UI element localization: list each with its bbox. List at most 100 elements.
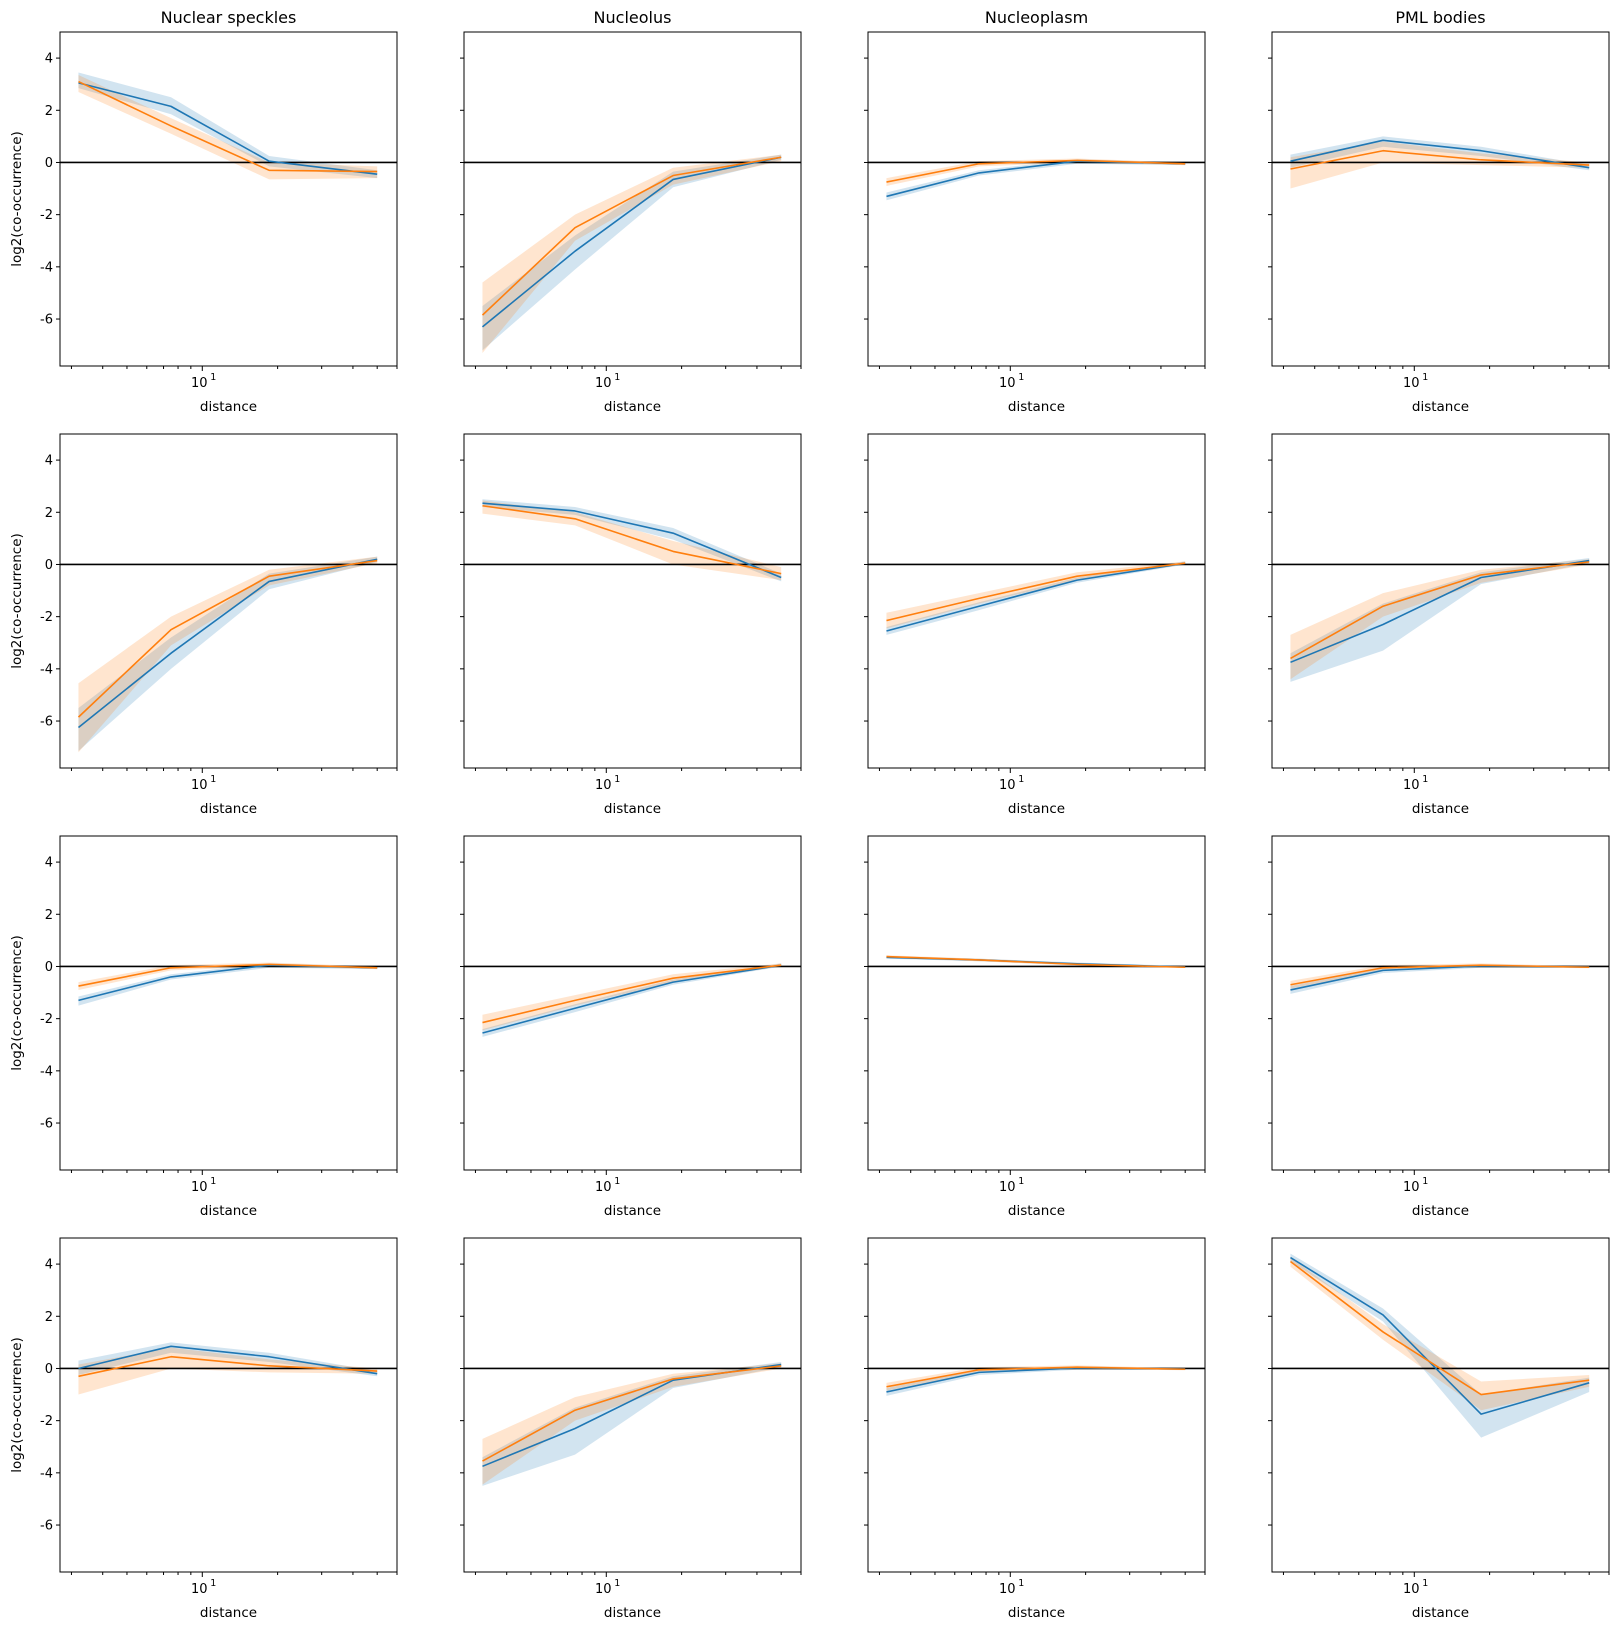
x-tick-label: 10 [191, 778, 208, 793]
axes-frame [867, 1237, 1206, 1573]
plot-area [60, 556, 397, 753]
band-orange [1290, 141, 1590, 189]
axes-frame [463, 31, 802, 367]
x-tick-label: 10 [999, 1180, 1016, 1195]
band-orange [886, 158, 1186, 186]
y-tick-label: 2 [45, 104, 53, 119]
x-tick-label-exponent: 1 [1018, 372, 1024, 383]
x-axis-label: distance [604, 1605, 661, 1621]
subplot-r1-c0: -6 -4 -2 0 2 4 10 1 distance log2(co-occurrence) [9, 433, 398, 817]
subplot-r2-c2: 10 1 distance [864, 835, 1206, 1219]
subplot-r3-c0: -6 -4 -2 0 2 4 10 1 distance log2(co-occurrence) [9, 1237, 398, 1621]
band-orange [482, 1363, 782, 1485]
axes-frame [867, 31, 1206, 367]
x-axis-label: distance [1412, 1203, 1469, 1219]
band-orange [78, 75, 378, 180]
y-tick-label: 4 [45, 1258, 53, 1273]
series-line-blue [482, 502, 782, 579]
y-axis-label: log2(co-occurrence) [9, 533, 25, 669]
subplot-r1-c2: 10 1 distance [864, 433, 1206, 817]
y-tick-label: 2 [45, 1310, 53, 1325]
band-blue [78, 72, 378, 179]
band-orange [78, 1347, 378, 1395]
subplot-r1-c1: 10 1 distance [460, 433, 802, 817]
axes-frame [1271, 835, 1610, 1171]
x-tick-label: 10 [595, 376, 612, 391]
series-line-orange [482, 964, 782, 1024]
subplot-r2-c0: -6 -4 -2 0 2 4 10 1 distance log2(co-occurrence) [9, 835, 398, 1219]
axes-frame [59, 835, 398, 1171]
series-line-orange [1290, 561, 1590, 660]
band-orange [1290, 559, 1590, 680]
x-tick-label-exponent: 1 [1018, 1578, 1024, 1589]
series-line-orange [78, 963, 378, 987]
x-axis-label: distance [1412, 801, 1469, 817]
subplot-title: PML bodies [1395, 8, 1485, 27]
y-tick-label: -4 [40, 1466, 53, 1481]
axes-frame [463, 433, 802, 769]
plot-area [868, 158, 1205, 201]
series-line-blue [1290, 139, 1590, 169]
x-axis-label: distance [200, 1203, 257, 1219]
plot-area [464, 1361, 801, 1486]
y-axis-label: log2(co-occurrence) [9, 935, 25, 1071]
x-tick-label-exponent: 1 [614, 372, 620, 383]
series-line-blue [482, 964, 782, 1034]
band-blue [482, 1361, 782, 1486]
axes-frame [59, 31, 398, 367]
x-tick-label: 10 [999, 376, 1016, 391]
band-orange [78, 556, 378, 753]
x-tick-label-exponent: 1 [210, 774, 216, 785]
x-tick-label: 10 [999, 778, 1016, 793]
y-tick-label: 0 [45, 960, 53, 975]
y-tick-label: -4 [40, 260, 53, 275]
x-axis-label: distance [604, 399, 661, 415]
x-axis-label: distance [1412, 399, 1469, 415]
band-blue [886, 561, 1186, 635]
y-tick-label: 0 [45, 156, 53, 171]
axes-frame [59, 433, 398, 769]
y-axis-label: log2(co-occurrence) [9, 131, 25, 267]
y-tick-label: 4 [45, 856, 53, 871]
subplot-r0-c0: -6 -4 -2 0 2 4 10 1 distance log2(co-occurrence) N… [9, 8, 398, 415]
subplot-r1-c3: 10 1 distance [1268, 433, 1610, 817]
plot-area [868, 955, 1205, 969]
subplot-title: Nucleoplasm [985, 8, 1088, 27]
series-line-orange [886, 955, 1186, 969]
x-tick-label-exponent: 1 [614, 1578, 620, 1589]
x-axis-label: distance [1008, 1203, 1065, 1219]
series-line-orange [1290, 964, 1590, 986]
y-tick-label: -6 [40, 715, 53, 730]
series-line-orange [1289, 1260, 1590, 1396]
x-axis-label: distance [1008, 1605, 1065, 1621]
y-tick-label: 0 [45, 1362, 53, 1377]
y-tick-label: -6 [40, 1519, 53, 1534]
plot-area [464, 154, 801, 353]
band-orange [886, 1365, 1186, 1391]
x-tick-label-exponent: 1 [1018, 1176, 1024, 1187]
subplot-r3-c3: 10 1 distance [1268, 1237, 1610, 1621]
x-axis-label: distance [1008, 801, 1065, 817]
series-line-orange [78, 1355, 378, 1378]
plot-area [60, 72, 397, 180]
series-line-orange [482, 504, 782, 575]
band-orange [1290, 1257, 1590, 1411]
plot-area [464, 499, 801, 582]
plot-area [868, 1365, 1205, 1396]
y-tick-label: -6 [40, 313, 53, 328]
subplot-title: Nuclear speckles [161, 8, 297, 27]
x-tick-label: 10 [1403, 778, 1420, 793]
band-blue [1290, 1253, 1590, 1438]
x-tick-label: 10 [191, 376, 208, 391]
x-tick-label-exponent: 1 [1018, 774, 1024, 785]
band-orange [482, 154, 782, 353]
series-line-blue [1290, 1256, 1590, 1415]
x-axis-label: distance [200, 399, 257, 415]
axes-frame [1271, 433, 1610, 769]
series-line-orange [482, 1365, 782, 1462]
x-tick-label-exponent: 1 [210, 1578, 216, 1589]
y-tick-label: -2 [40, 610, 53, 625]
x-tick-label-exponent: 1 [614, 1176, 620, 1187]
plot-area [60, 1342, 397, 1395]
